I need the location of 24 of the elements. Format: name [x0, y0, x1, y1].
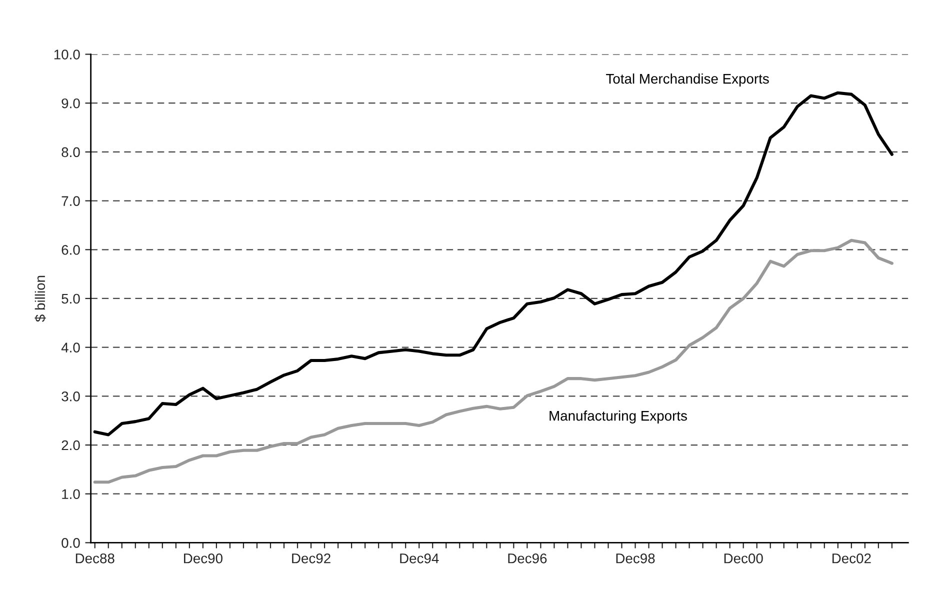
x-tick-label: Dec88: [76, 553, 114, 564]
y-tick-label: 2.0: [62, 440, 80, 450]
x-tick-label: Dec90: [184, 553, 222, 564]
y-tick-label: 5.0: [62, 294, 80, 304]
y-tick-label: 9.0: [62, 98, 80, 108]
x-tick-label: Dec92: [292, 553, 330, 564]
line-series: [93, 91, 894, 436]
y-tick-label: 7.0: [62, 196, 80, 206]
y-tick-label: 6.0: [62, 244, 80, 255]
x-tick-label: Dec98: [616, 553, 655, 564]
y-tick-label: 10.0: [54, 50, 80, 60]
y-axis-title: $ billion: [34, 276, 46, 322]
y-tick-label: 3.0: [62, 392, 80, 402]
text: Total Merchandise Exports: [606, 74, 769, 86]
line-series: [93, 238, 894, 484]
x-tick-label: Dec00: [724, 553, 763, 564]
x-tick-label: Dec96: [508, 553, 547, 564]
y-tick-label: 1.0: [62, 489, 80, 500]
x-tick-label: Dec02: [832, 553, 871, 564]
x-tick-label: Dec94: [400, 553, 439, 564]
y-tick-label: 4.0: [61, 342, 80, 352]
series-label: Manufacturing Exports: [550, 410, 687, 424]
y-tick-label: 8.0: [62, 147, 80, 158]
y-tick-label: 0.0: [62, 538, 80, 548]
